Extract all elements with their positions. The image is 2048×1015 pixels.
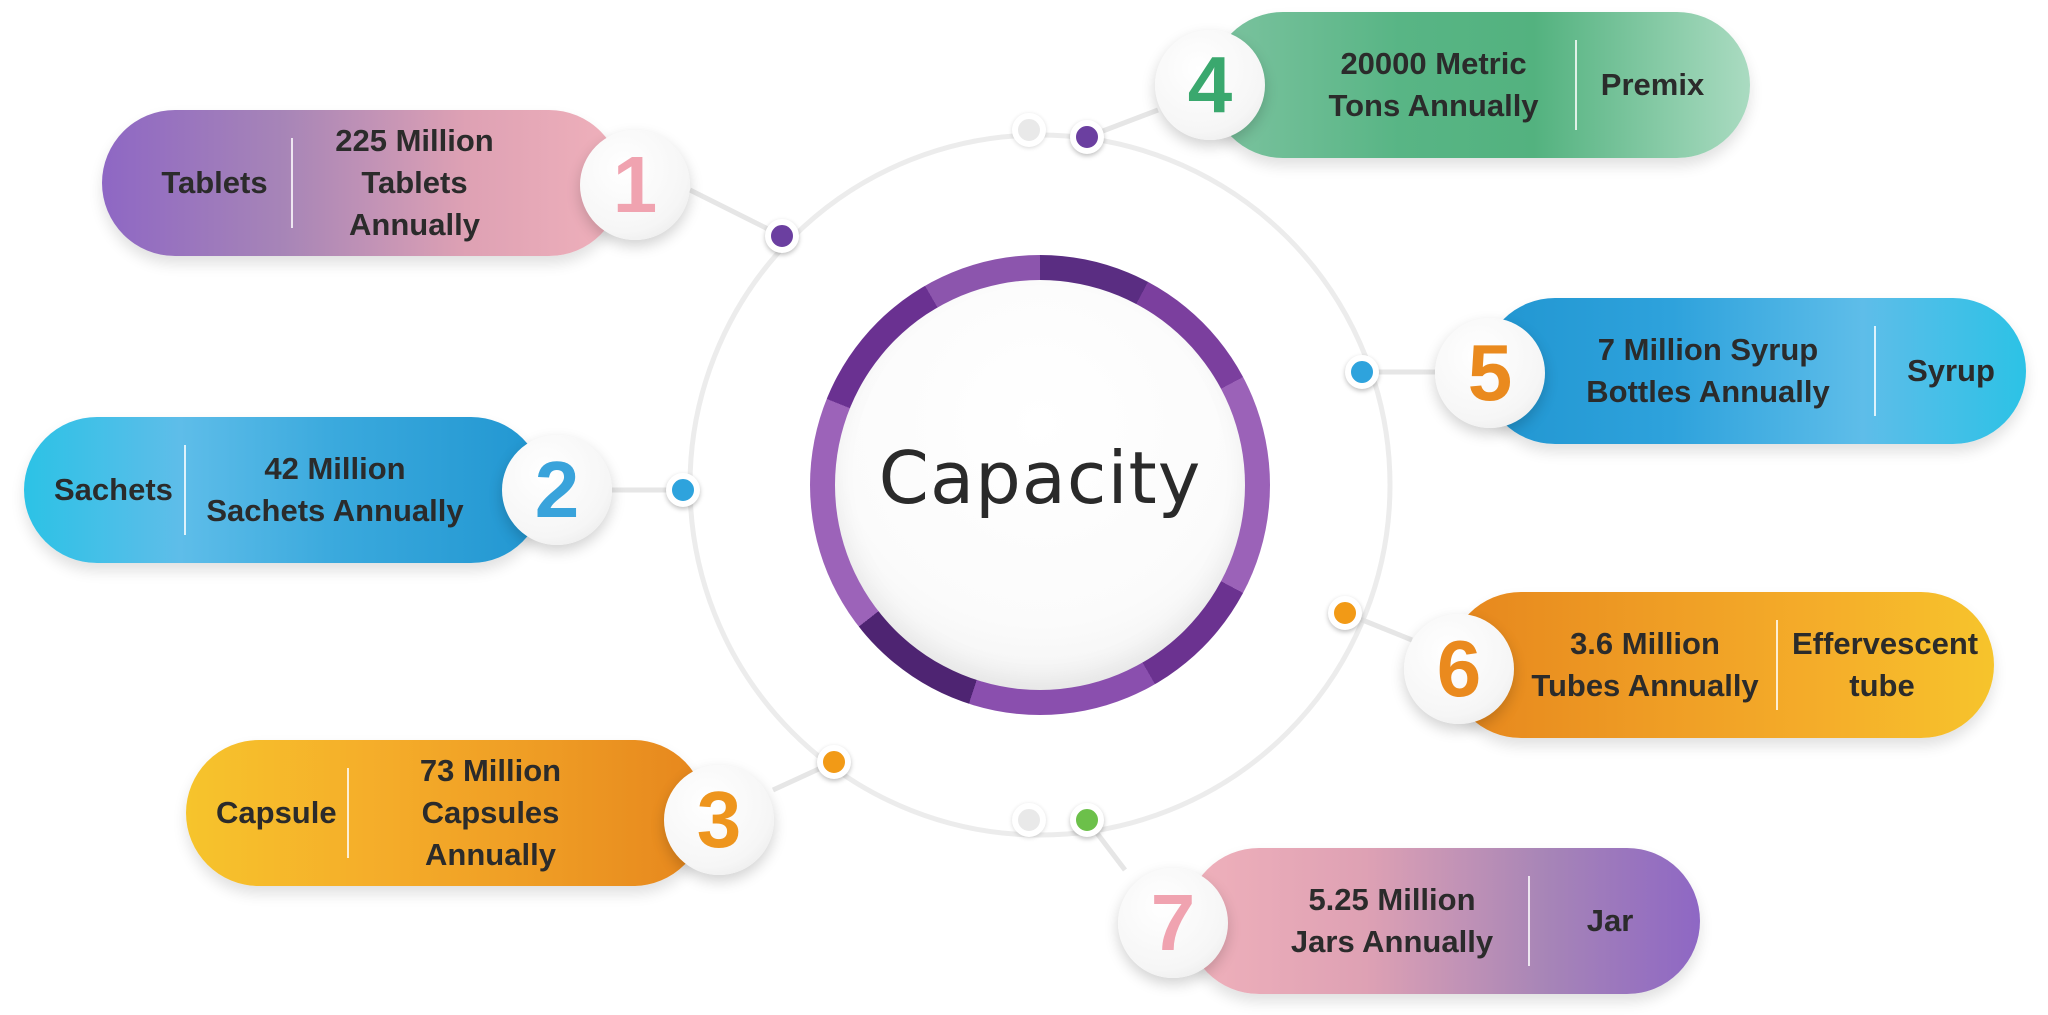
item-2-divider bbox=[184, 445, 186, 535]
item-1-value: 225 Million Tablets Annually bbox=[307, 120, 522, 246]
item-7-value-line1: 5.25 Million bbox=[1308, 882, 1476, 917]
item-5-divider bbox=[1874, 326, 1876, 416]
item-4-value: 20000 Metric Tons Annually bbox=[1310, 43, 1557, 127]
orbit-dot-top bbox=[1012, 113, 1046, 147]
item-3-value-line2: Capsules Annually bbox=[421, 795, 560, 872]
item-1-value-line1: 225 Million bbox=[335, 123, 494, 158]
item-4-divider bbox=[1575, 40, 1577, 130]
item-5-value-line2: Bottles Annually bbox=[1586, 374, 1830, 409]
item-1-number-badge: 1 bbox=[580, 130, 690, 240]
item-1-label: Tablets bbox=[161, 165, 268, 200]
orbit-dot-3 bbox=[817, 745, 851, 779]
item-6-label: Effervescent tube bbox=[1792, 623, 1978, 707]
item-3-divider bbox=[347, 768, 349, 858]
orbit-dot-2 bbox=[666, 473, 700, 507]
capacity-item-6: 3.6 Million Tubes Annually Effervescent … bbox=[1448, 592, 1994, 738]
item-7-value-line2: Jars Annually bbox=[1290, 924, 1494, 959]
orbit-dot-bottom bbox=[1012, 803, 1046, 837]
item-2-value-line1: 42 Million bbox=[264, 451, 406, 486]
item-4-value-line2: Tons Annually bbox=[1328, 88, 1539, 123]
item-2-label: Sachets bbox=[54, 472, 173, 507]
item-4-value-line1: 20000 Metric bbox=[1340, 46, 1527, 81]
item-7-value: 5.25 Million Jars Annually bbox=[1276, 879, 1508, 963]
orbit-dot-5 bbox=[1345, 355, 1379, 389]
item-3-number-badge: 3 bbox=[664, 765, 774, 875]
item-6-label-line2: tube bbox=[1849, 668, 1915, 703]
capacity-item-4: 20000 Metric Tons Annually Premix bbox=[1210, 12, 1750, 158]
capacity-item-2: Sachets 42 Million Sachets Annually bbox=[24, 417, 544, 563]
item-5-value-line1: 7 Million Syrup bbox=[1597, 332, 1819, 367]
item-7-number-badge: 7 bbox=[1118, 868, 1228, 978]
item-6-label-line1: Effervescent bbox=[1792, 626, 1979, 661]
orbit-dot-4 bbox=[1070, 120, 1104, 154]
item-4-number-badge: 4 bbox=[1155, 30, 1265, 140]
item-4-label: Premix bbox=[1600, 67, 1705, 102]
orbit-dot-7 bbox=[1070, 803, 1104, 837]
item-7-divider bbox=[1528, 876, 1530, 966]
item-6-value-line2: Tubes Annually bbox=[1531, 668, 1759, 703]
orbit-dot-6 bbox=[1328, 596, 1362, 630]
item-5-number-badge: 5 bbox=[1435, 318, 1545, 428]
item-3-value: 73 Million Capsules Annually bbox=[365, 750, 616, 876]
item-6-value-line1: 3.6 Million bbox=[1570, 626, 1720, 661]
item-5-label: Syrup bbox=[1907, 353, 1995, 388]
item-2-number-badge: 2 bbox=[502, 435, 612, 545]
item-3-label: Capsule bbox=[216, 795, 337, 830]
item-6-value: 3.6 Million Tubes Annually bbox=[1528, 623, 1762, 707]
item-1-value-line2: Tablets Annually bbox=[349, 165, 480, 242]
item-7-label: Jar bbox=[1586, 903, 1634, 938]
capacity-item-3: Capsule 73 Million Capsules Annually bbox=[186, 740, 706, 886]
item-6-number-badge: 6 bbox=[1404, 614, 1514, 724]
capacity-item-1: Tablets 225 Million Tablets Annually bbox=[102, 110, 622, 256]
item-2-value-line2: Sachets Annually bbox=[206, 493, 464, 528]
item-3-value-line1: 73 Million bbox=[419, 753, 562, 788]
capacity-item-5: 7 Million Syrup Bottles Annually Syrup bbox=[1482, 298, 2026, 444]
center-circle: Capacity bbox=[835, 280, 1245, 690]
capacity-item-7: 5.25 Million Jars Annually Jar bbox=[1186, 848, 1700, 994]
item-2-value: 42 Million Sachets Annually bbox=[206, 448, 464, 532]
item-6-divider bbox=[1776, 620, 1778, 710]
orbit-dot-1 bbox=[765, 219, 799, 253]
center-title: Capacity bbox=[878, 436, 1202, 520]
item-5-value: 7 Million Syrup Bottles Annually bbox=[1562, 329, 1854, 413]
item-1-divider bbox=[291, 138, 293, 228]
